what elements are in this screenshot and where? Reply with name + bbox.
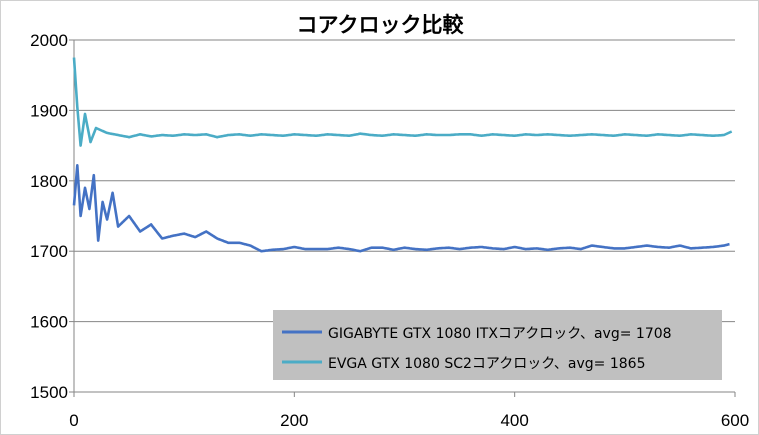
- y-tick-label-2000: 2000: [30, 31, 68, 50]
- chart-title: コアクロック比較: [297, 13, 465, 37]
- x-tick-label-200: 200: [280, 411, 308, 430]
- y-tick-label-1900: 1900: [30, 101, 68, 120]
- axes: [73, 40, 735, 393]
- gridlines: [74, 39, 735, 323]
- x-tick-label-400: 400: [500, 411, 528, 430]
- legend-box: [273, 310, 722, 380]
- legend: GIGABYTE GTX 1080 ITXコアクロック、avg= 1708 EVG…: [273, 310, 722, 380]
- series-lines: [72, 57, 733, 253]
- x-axis-ticks: 0 200 400 600: [69, 392, 749, 430]
- y-tick-label-1800: 1800: [30, 172, 68, 191]
- x-tick-label-600: 600: [721, 411, 749, 430]
- y-tick-label-1500: 1500: [30, 383, 68, 402]
- series-line-1: [72, 164, 730, 253]
- series-line-2: [72, 57, 733, 147]
- x-tick-label-0: 0: [69, 411, 78, 430]
- y-tick-label-1700: 1700: [30, 242, 68, 261]
- y-axis-ticks: 1500 1600 1700 1800 1900 2000: [30, 31, 74, 402]
- legend-label-1: GIGABYTE GTX 1080 ITXコアクロック、avg= 1708: [328, 326, 672, 342]
- legend-label-2: EVGA GTX 1080 SC2コアクロック、avg= 1865: [328, 356, 646, 372]
- y-tick-label-1600: 1600: [30, 313, 68, 332]
